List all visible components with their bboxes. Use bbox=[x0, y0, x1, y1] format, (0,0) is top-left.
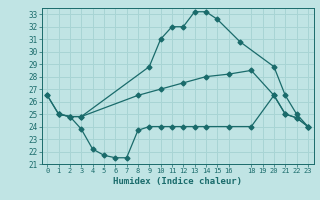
X-axis label: Humidex (Indice chaleur): Humidex (Indice chaleur) bbox=[113, 177, 242, 186]
